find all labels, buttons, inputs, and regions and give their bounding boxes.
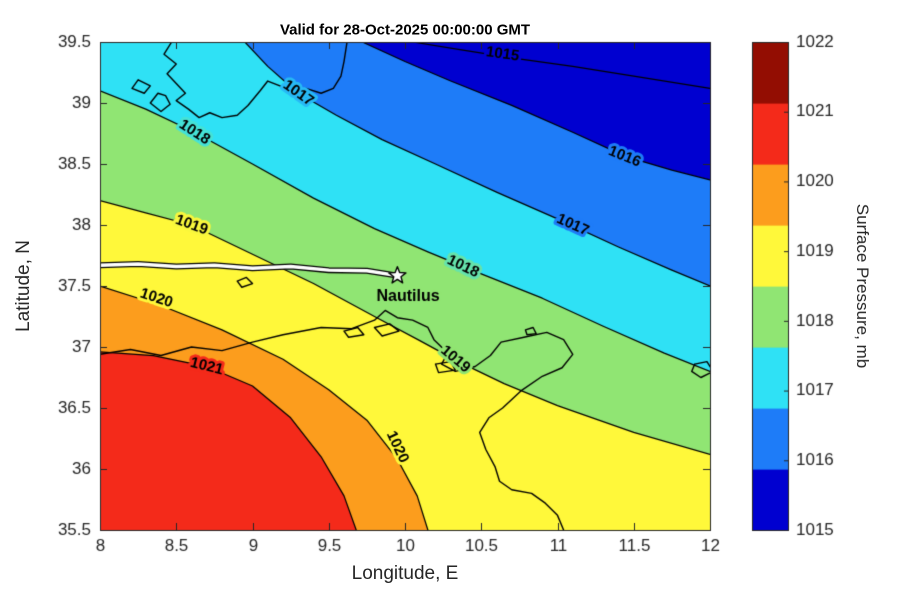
x-axis-label: Longitude, E (351, 563, 459, 584)
y-axis-label: Latitude, N (13, 240, 34, 332)
plot-title: Valid for 28-Oct-2025 00:00:00 GMT (279, 21, 531, 39)
colorbar-label: Surface Pressure, mb (853, 203, 872, 369)
